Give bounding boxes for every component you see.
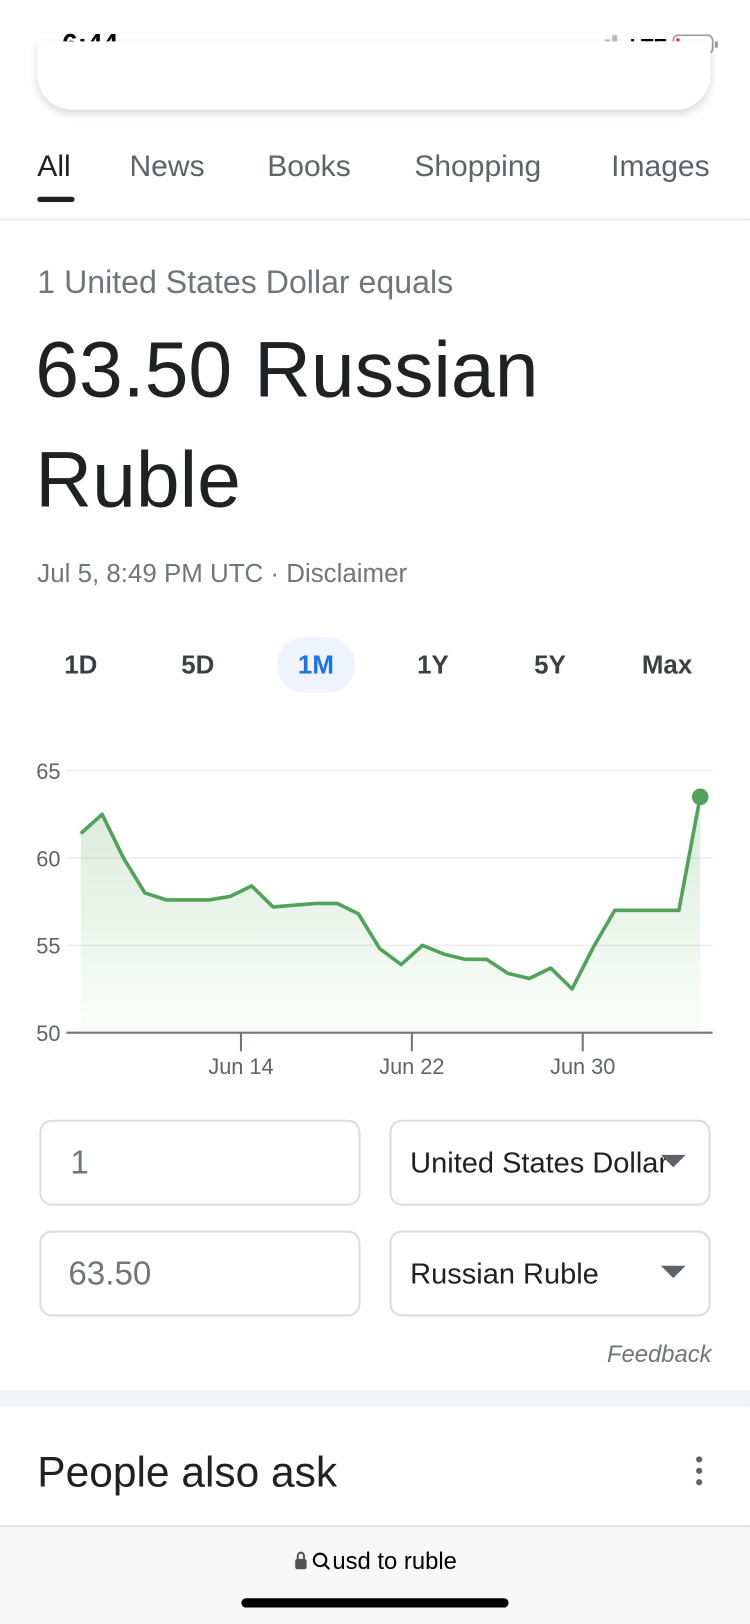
currency-to: Russian Ruble xyxy=(410,1257,599,1290)
chart: 50 55 60 65 Jun 14 Jun 22 Jun 30 xyxy=(36,759,713,1079)
browser-bar: usd to ruble xyxy=(0,1525,750,1624)
amount-input[interactable] xyxy=(39,1119,361,1206)
x-tick-label: Jun 30 xyxy=(550,1054,615,1079)
range-button[interactable]: Max xyxy=(641,650,693,680)
url: usd to ruble xyxy=(332,1547,457,1575)
y-tick-label: 60 xyxy=(36,846,60,871)
y-tick-label: 50 xyxy=(36,1021,60,1046)
dropdown-arrow xyxy=(660,1265,686,1279)
divider xyxy=(0,218,750,221)
amount-output[interactable] xyxy=(39,1230,361,1317)
dropdown-arrow xyxy=(660,1154,686,1168)
y-tick-label: 65 xyxy=(36,759,60,784)
result: 63.50 Russian Ruble xyxy=(35,326,539,525)
range-button[interactable]: 1Y xyxy=(417,650,449,680)
range-button[interactable]: 5Y xyxy=(534,650,566,680)
tab-indicator xyxy=(37,196,75,202)
end-point xyxy=(691,788,709,806)
currency-from: United States Dollar xyxy=(410,1146,669,1179)
currency-select[interactable]: Russian Ruble xyxy=(389,1230,711,1317)
tab[interactable]: Books xyxy=(267,150,351,184)
amount-to: 63.50 xyxy=(68,1254,152,1292)
feedback[interactable]: Feedback xyxy=(606,1340,712,1368)
section-gap xyxy=(0,1390,750,1407)
line xyxy=(79,796,702,991)
people-also-ask: People also ask xyxy=(37,1448,338,1496)
tab[interactable]: News xyxy=(129,150,205,184)
range-button[interactable]: 1M xyxy=(297,650,334,680)
lock-search-icon xyxy=(295,1551,331,1570)
tab[interactable]: All xyxy=(37,150,71,184)
range-button[interactable]: 1D xyxy=(64,650,98,680)
home-indicator xyxy=(241,1598,509,1608)
search-box[interactable] xyxy=(37,41,711,110)
tab[interactable]: Images xyxy=(611,150,710,184)
range-button[interactable]: 5D xyxy=(181,650,215,680)
timestamp: Jul 5, 8:49 PM UTC · Disclaimer xyxy=(37,559,408,589)
more-menu[interactable] xyxy=(690,1454,709,1489)
y-tick-label: 55 xyxy=(36,934,60,959)
subtitle: 1 United States Dollar equals xyxy=(37,264,454,301)
address[interactable]: usd to ruble xyxy=(0,1547,750,1575)
currency-select[interactable]: United States Dollar xyxy=(389,1119,711,1206)
x-tick-label: Jun 22 xyxy=(379,1054,444,1079)
range-highlight xyxy=(276,637,356,693)
amount-from: 1 xyxy=(70,1143,89,1181)
tab[interactable]: Shopping xyxy=(414,150,542,184)
area xyxy=(80,796,701,1033)
x-tick-label: Jun 14 xyxy=(208,1054,273,1079)
